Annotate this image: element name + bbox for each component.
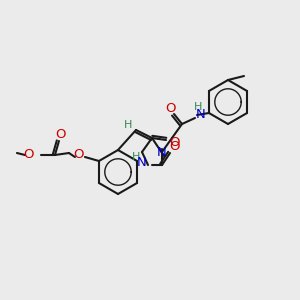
Text: O: O xyxy=(169,140,179,154)
Text: H: H xyxy=(132,152,140,162)
Text: O: O xyxy=(74,148,84,161)
Text: O: O xyxy=(169,136,179,148)
Text: H: H xyxy=(124,120,132,130)
Text: O: O xyxy=(165,101,175,115)
Text: H: H xyxy=(194,102,202,112)
Text: N: N xyxy=(196,107,206,121)
Text: O: O xyxy=(56,128,66,142)
Text: N: N xyxy=(137,157,147,169)
Text: N: N xyxy=(157,146,167,158)
Text: O: O xyxy=(24,148,34,161)
